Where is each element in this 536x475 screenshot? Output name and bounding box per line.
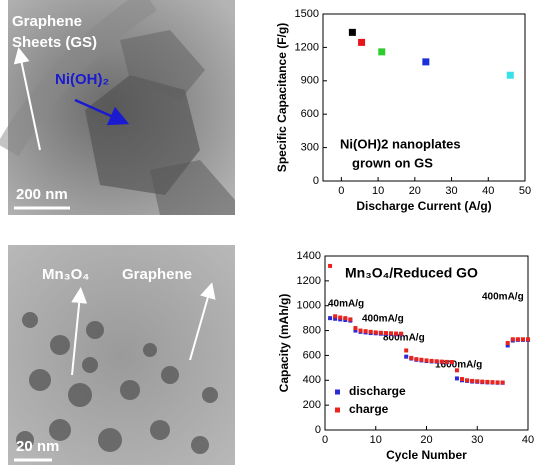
annotation: 400mA/g: [362, 314, 404, 325]
point: [506, 341, 510, 345]
point: [379, 331, 383, 335]
point: [349, 29, 356, 36]
y-tick-label: 1500: [295, 8, 319, 20]
image-label: Sheets (GS): [12, 34, 97, 51]
y-tick-label: 0: [313, 175, 319, 187]
x-axis-label: Discharge Current (A/g): [356, 199, 491, 213]
annotation: grown on GS: [352, 155, 433, 170]
legend-label: charge: [349, 402, 389, 416]
point: [521, 337, 525, 341]
legend-label: discharge: [349, 384, 406, 398]
figure: Graphene Sheets (GS) Ni(OH)₂ 200 nm Mn₃O…: [0, 0, 536, 470]
point: [475, 379, 479, 383]
page: Graphene Sheets (GS) Ni(OH)₂ 200 nm Mn₃O…: [0, 0, 536, 470]
point: [399, 332, 403, 336]
point: [501, 381, 505, 385]
x-tick-label: 40: [482, 185, 494, 197]
point: [369, 330, 373, 334]
point: [480, 380, 484, 384]
chart-title: Mn₃O₄/Reduced GO: [345, 265, 478, 281]
legend-swatch: [335, 408, 340, 413]
x-tick-label: 50: [519, 185, 531, 197]
annotation: Ni(OH)2 nanoplates: [340, 136, 461, 151]
y-tick-label: 400: [303, 374, 321, 386]
point: [430, 359, 434, 363]
x-tick-label: 0: [338, 185, 344, 197]
point: [516, 337, 520, 341]
legend-swatch: [335, 390, 340, 395]
point: [490, 380, 494, 384]
y-tick-label: 200: [303, 399, 321, 411]
x-tick-label: 40: [522, 434, 534, 446]
point: [496, 380, 500, 384]
point: [328, 264, 332, 268]
y-axis-label: Specific Capacitance (F/g): [275, 23, 289, 172]
image-label: Graphene: [122, 266, 192, 283]
x-tick-label: 30: [445, 185, 457, 197]
x-tick-label: 10: [372, 185, 384, 197]
y-tick-label: 1000: [297, 300, 321, 312]
point: [333, 314, 337, 318]
y-tick-label: 1200: [297, 275, 321, 287]
point: [455, 368, 459, 372]
y-tick-label: 300: [301, 142, 319, 154]
y-tick-label: 800: [303, 324, 321, 336]
point: [348, 317, 352, 321]
point: [435, 359, 439, 363]
point: [409, 356, 413, 360]
y-axis-label: Capacity (mAh/g): [277, 294, 291, 393]
annotation: 40mA/g: [328, 299, 364, 310]
scale-bar-label: 20 nm: [16, 438, 59, 455]
x-tick-label: 20: [409, 185, 421, 197]
point: [507, 72, 514, 79]
point: [394, 332, 398, 336]
point: [450, 360, 454, 364]
x-tick-label: 20: [420, 434, 432, 446]
x-axis-label: Cycle Number: [386, 448, 467, 462]
point: [389, 331, 393, 335]
point: [455, 376, 459, 380]
point: [425, 358, 429, 362]
point: [511, 337, 515, 341]
point: [384, 331, 388, 335]
y-tick-label: 1200: [295, 41, 319, 53]
point: [364, 329, 368, 333]
y-tick-label: 1400: [297, 250, 321, 262]
point: [440, 360, 444, 364]
point: [404, 348, 408, 352]
point: [404, 355, 408, 359]
tem-image-top: Graphene Sheets (GS) Ni(OH)₂ 200 nm: [8, 0, 235, 215]
annotation: 400mA/g: [482, 292, 524, 303]
point: [465, 378, 469, 382]
x-tick-label: 30: [471, 434, 483, 446]
point: [485, 380, 489, 384]
image-label: Graphene: [12, 13, 82, 30]
point: [359, 329, 363, 333]
y-tick-label: 0: [315, 424, 321, 436]
point: [358, 39, 365, 46]
y-tick-label: 900: [301, 75, 319, 87]
point: [526, 337, 530, 341]
point: [374, 330, 378, 334]
point: [470, 379, 474, 383]
point: [378, 48, 385, 55]
point: [338, 316, 342, 320]
image-label: Ni(OH)₂: [55, 71, 109, 88]
scale-bar-label: 200 nm: [16, 186, 68, 203]
point: [445, 360, 449, 364]
x-tick-label: 10: [370, 434, 382, 446]
point: [353, 326, 357, 330]
tem-image-bottom: Mn₃O₄ Graphene 20 nm: [8, 245, 235, 465]
point: [343, 316, 347, 320]
point: [460, 377, 464, 381]
y-tick-label: 600: [303, 349, 321, 361]
image-label: Mn₃O₄: [42, 266, 89, 283]
y-tick-label: 600: [301, 108, 319, 120]
point: [328, 316, 332, 320]
point: [419, 358, 423, 362]
point: [414, 357, 418, 361]
point: [422, 58, 429, 65]
x-tick-label: 0: [322, 434, 328, 446]
